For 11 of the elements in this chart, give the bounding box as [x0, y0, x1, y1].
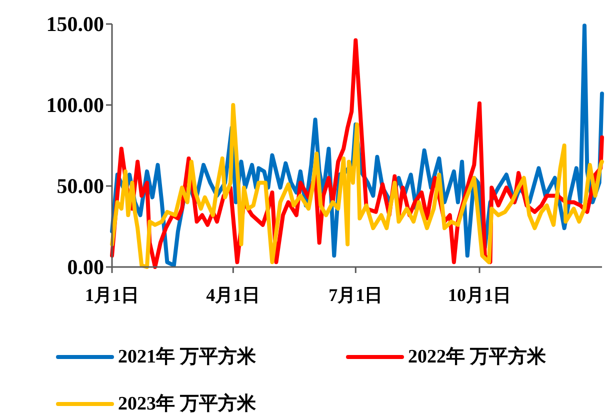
legend-label: 2023年 万平方米 [118, 392, 257, 414]
y-tick-label: 150.00 [46, 12, 104, 36]
y-tick-label: 100.00 [46, 93, 104, 117]
legend-label: 2022年 万平方米 [408, 346, 547, 368]
legend-label: 2021年 万平方米 [118, 346, 257, 368]
y-tick-label: 0.00 [67, 255, 104, 279]
x-tick-label: 7月1日 [328, 285, 383, 305]
x-tick-label: 4月1日 [206, 285, 260, 305]
y-tick-label: 50.00 [56, 174, 104, 198]
x-tick-label: 10月1日 [448, 285, 511, 305]
x-tick-label: 1月1日 [85, 285, 139, 305]
